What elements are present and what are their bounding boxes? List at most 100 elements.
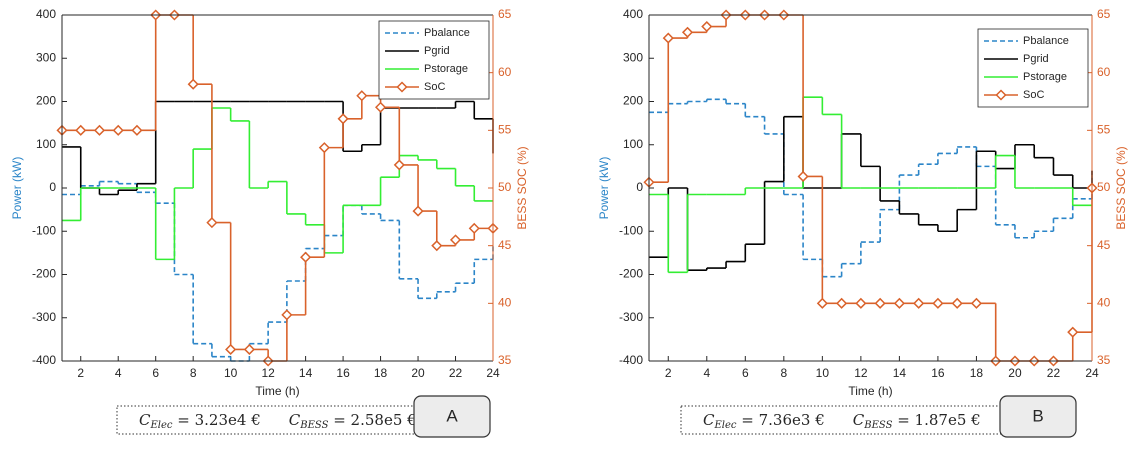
- panel-label: B: [1032, 406, 1043, 425]
- x-tick-label: 12: [261, 366, 275, 380]
- x-tick-label: 14: [299, 366, 313, 380]
- marker: [412, 205, 424, 217]
- x-tick-label: 20: [411, 366, 425, 380]
- legend-label: Pbalance: [424, 27, 470, 39]
- y-axis-label: Power (kW): [597, 157, 611, 220]
- y2-tick-label: 60: [1097, 65, 1111, 79]
- x-tick-label: 24: [486, 366, 500, 380]
- x-tick-label: 22: [449, 366, 463, 380]
- marker: [112, 124, 124, 136]
- legend-marker: [396, 81, 408, 93]
- x-tick-label: 2: [665, 366, 672, 380]
- marker: [797, 170, 809, 183]
- marker: [468, 222, 480, 234]
- cost-value: = 1.87e5 €: [892, 411, 980, 429]
- y-tick-label: 200: [623, 94, 643, 108]
- cost-value: = 2.58e5 €: [328, 411, 416, 429]
- legend-label: SoC: [424, 81, 445, 93]
- x-tick-label: 4: [703, 366, 710, 380]
- chart-panel: -400 -300 -200 -100 0 100 200 300 400 35 40 45 50 55 6…: [597, 7, 1128, 438]
- marker: [187, 78, 199, 90]
- y-tick-label: -200: [619, 267, 643, 281]
- x-tick-label: 24: [1085, 366, 1099, 380]
- marker: [337, 113, 349, 125]
- legend-label: Pgrid: [424, 45, 450, 57]
- cost-subscript: BESS: [863, 420, 892, 431]
- cost-formula: CElec = 3.23e4 €: [139, 411, 261, 431]
- marker: [855, 297, 867, 309]
- x-tick-label: 8: [190, 366, 197, 380]
- cost-value: = 3.23e4 €: [173, 411, 261, 429]
- legend-box: [378, 20, 490, 100]
- y-tick-label: -200: [32, 267, 56, 281]
- y2-axis-label: BESS SOC (%): [515, 146, 529, 229]
- y2-tick-label: 65: [1097, 7, 1111, 21]
- marker: [281, 309, 293, 321]
- marker: [393, 159, 405, 171]
- cost-symbol: C: [289, 411, 301, 429]
- x-tick-label: 20: [1008, 366, 1022, 380]
- x-axis-label: Time (h): [848, 384, 892, 398]
- legend-label: Pgrid: [1023, 53, 1049, 65]
- marker: [893, 297, 905, 309]
- y-tick-label: 400: [623, 7, 643, 21]
- cost-formula: CElec = 7.36e3 €: [703, 411, 825, 431]
- marker: [131, 124, 143, 136]
- x-axis-label: Time (h): [255, 384, 299, 398]
- y2-axis-label: BESS SOC (%): [1114, 146, 1128, 229]
- cost-formula: CBESS = 2.58e5 €: [289, 411, 417, 431]
- y-tick-label: -400: [619, 353, 643, 367]
- x-tick-label: 6: [742, 366, 749, 380]
- marker: [970, 297, 982, 309]
- y-tick-label: -100: [619, 223, 643, 237]
- marker: [206, 217, 218, 229]
- panel-label-box: [413, 395, 491, 438]
- marker: [951, 297, 963, 309]
- marker: [662, 32, 674, 44]
- legend-label: SoC: [1023, 89, 1044, 101]
- y-tick-label: 100: [36, 137, 56, 151]
- marker: [300, 251, 312, 263]
- chart-panel: -400 -300 -200 -100 0 100 200 300 400 35 40 45 50 55 6…: [10, 7, 529, 438]
- marker: [431, 240, 443, 252]
- x-tick-label: 16: [931, 366, 945, 380]
- x-tick-label: 14: [893, 366, 907, 380]
- marker: [701, 20, 713, 33]
- y-axis-label: Power (kW): [10, 157, 24, 220]
- x-tick-label: 6: [152, 366, 159, 380]
- cost-symbol: C: [853, 411, 865, 429]
- y2-tick-label: 60: [498, 65, 512, 79]
- marker: [816, 297, 828, 309]
- y-tick-label: -100: [32, 223, 56, 237]
- y-tick-label: -300: [32, 310, 56, 324]
- marker: [318, 142, 330, 154]
- marker: [1067, 326, 1079, 338]
- legend-label: Pbalance: [1023, 35, 1069, 47]
- x-tick-label: 18: [374, 366, 388, 380]
- panel-label-box: [999, 395, 1077, 438]
- y-tick-label: 100: [623, 137, 643, 151]
- y-tick-label: 400: [36, 7, 56, 21]
- cost-subscript: Elec: [713, 420, 736, 431]
- cost-value: = 7.36e3 €: [737, 411, 825, 429]
- marker: [913, 297, 925, 309]
- marker: [836, 297, 848, 309]
- marker: [375, 101, 387, 113]
- y2-tick-label: 45: [1097, 238, 1111, 252]
- y2-tick-label: 35: [1097, 353, 1111, 367]
- y2-tick-label: 40: [498, 296, 512, 310]
- y-tick-label: 300: [623, 50, 643, 64]
- x-tick-label: 4: [115, 366, 122, 380]
- marker: [75, 124, 87, 136]
- y-tick-label: -300: [619, 310, 643, 324]
- y2-tick-label: 40: [1097, 296, 1111, 310]
- y2-tick-label: 35: [498, 353, 512, 367]
- x-tick-label: 2: [77, 366, 84, 380]
- marker: [93, 124, 106, 136]
- marker: [449, 234, 462, 246]
- cost-symbol: C: [139, 411, 151, 429]
- cost-subscript: BESS: [299, 420, 328, 431]
- marker: [356, 90, 368, 102]
- marker: [681, 26, 694, 38]
